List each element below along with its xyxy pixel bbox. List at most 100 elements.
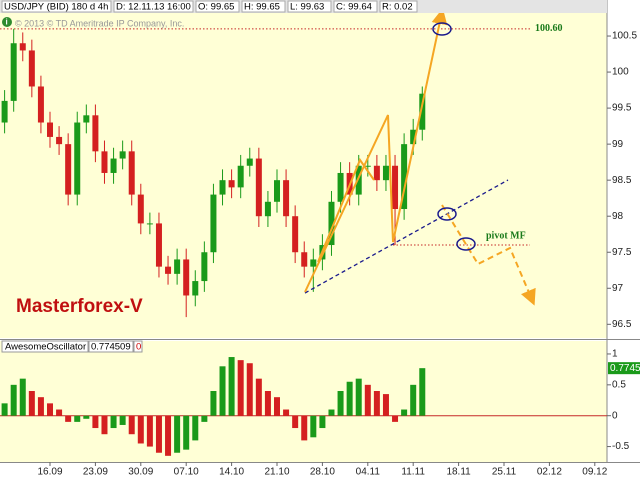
x-tick-label: 07.10 bbox=[174, 467, 199, 478]
oscillator-bar bbox=[319, 415, 326, 429]
header-fields: USD/JPY (BID) 180 d 4h D: 12.11.13 16:00 O… bbox=[1, 0, 418, 13]
circle-mark bbox=[437, 207, 457, 221]
candle-body bbox=[328, 201, 335, 246]
candle-body bbox=[165, 266, 172, 274]
candle-body bbox=[219, 180, 226, 195]
header-field: H: 99.65 bbox=[244, 2, 280, 13]
candle-body bbox=[56, 136, 63, 145]
y-tick-label: 0 bbox=[612, 410, 618, 421]
header-field: USD/JPY (BID) 180 d 4h bbox=[4, 2, 108, 13]
header-field-box bbox=[241, 0, 286, 13]
info-icon-glyph: i bbox=[6, 18, 8, 27]
oscillator-bar bbox=[37, 397, 44, 416]
x-tick-label: 18.11 bbox=[446, 467, 471, 478]
oscillator-bar bbox=[210, 391, 217, 416]
candle-body bbox=[210, 194, 217, 253]
copyright: © 2013 © TD Ameritrade IP Company, Inc. bbox=[15, 18, 184, 28]
oscillator-bar bbox=[56, 409, 63, 416]
candle-body bbox=[192, 281, 199, 296]
candle-body bbox=[246, 158, 253, 166]
oscillator-panel bbox=[0, 341, 607, 462]
oscillator-bar bbox=[228, 357, 235, 416]
candle-body bbox=[101, 151, 108, 173]
oscillator-bar bbox=[137, 415, 144, 444]
info-icon bbox=[2, 17, 12, 27]
oscillator-bar bbox=[146, 415, 153, 447]
osc-title: AwesomeOscillator bbox=[5, 342, 86, 353]
candle-body bbox=[283, 180, 290, 217]
candle-body bbox=[65, 144, 72, 195]
osc-title-box bbox=[1, 340, 89, 353]
wave-path bbox=[304, 8, 448, 293]
oscillator-bar bbox=[74, 415, 81, 422]
oscillator-bar bbox=[301, 415, 308, 441]
osc-value-box bbox=[88, 340, 134, 353]
oscillator-bar bbox=[364, 384, 371, 416]
candle-body bbox=[355, 165, 362, 195]
oscillator-bar bbox=[10, 384, 17, 416]
candle-body bbox=[128, 151, 135, 195]
drawings: pivot MF bbox=[304, 8, 536, 306]
candle-body bbox=[255, 158, 262, 217]
x-tick-label: 23.09 bbox=[83, 467, 108, 478]
oscillator-bar bbox=[419, 368, 426, 416]
oscillator-bar bbox=[155, 415, 162, 453]
oscillator-bar bbox=[237, 360, 244, 416]
osc-extra-box bbox=[133, 340, 143, 353]
oscillator-bar bbox=[355, 378, 362, 416]
y-tick-label: 100 bbox=[612, 67, 629, 78]
candle-body bbox=[364, 165, 371, 167]
x-tick-label: 28.10 bbox=[310, 467, 335, 478]
candle-body bbox=[201, 252, 208, 282]
plot-layer: 100.5 100 99.5 99 98.5 98 97.5 97 96.5 100.60 1 0.5… bbox=[0, 23, 640, 478]
y-tick-label: 96.5 bbox=[612, 319, 632, 330]
right-axis-area bbox=[607, 0, 640, 480]
candle-body bbox=[155, 223, 162, 267]
x-tick-label: 14.10 bbox=[219, 467, 244, 478]
oscillator-bar bbox=[19, 378, 26, 416]
candle-body bbox=[264, 201, 271, 217]
candle-body bbox=[337, 172, 344, 202]
oscillator-bar bbox=[401, 409, 408, 416]
candle-body bbox=[83, 115, 90, 123]
last-value-label: 0.7745 bbox=[610, 363, 640, 374]
header-field: O: 99.65 bbox=[198, 2, 234, 13]
candle-body bbox=[47, 122, 53, 137]
oscillator-bar bbox=[110, 415, 117, 429]
candle-body bbox=[10, 43, 17, 101]
candle-body bbox=[137, 194, 144, 224]
oscillator-bar bbox=[337, 391, 344, 416]
candle-body bbox=[1, 100, 8, 123]
oscillator-bar bbox=[128, 415, 135, 435]
candle-body bbox=[146, 223, 153, 225]
header-field-box bbox=[379, 0, 418, 13]
pivot-label: pivot MF bbox=[486, 230, 526, 241]
candle-body bbox=[174, 259, 181, 274]
header-field-box bbox=[287, 0, 332, 13]
header-field-box bbox=[333, 0, 378, 13]
oscillator-bar bbox=[392, 415, 399, 422]
candle-body bbox=[119, 151, 126, 159]
oscillator-header: AwesomeOscillator 0.774509 0 bbox=[1, 340, 143, 353]
candle-body bbox=[419, 93, 426, 130]
oscillator-bar bbox=[201, 415, 208, 422]
oscillator-bar bbox=[373, 391, 380, 416]
candle-body bbox=[310, 259, 317, 267]
x-tick-label: 09.12 bbox=[582, 467, 607, 478]
oscillator-bar bbox=[101, 415, 108, 435]
oscillator-bar bbox=[219, 366, 226, 416]
watermark: Masterforex-V bbox=[16, 296, 143, 317]
oscillator-bar bbox=[246, 363, 253, 416]
oscillator-bar bbox=[346, 381, 353, 416]
header: USD/JPY (BID) 180 d 4h D: 12.11.13 16:00 O… bbox=[0, 0, 607, 317]
candle-body bbox=[28, 50, 35, 87]
oscillator-bar bbox=[274, 397, 280, 416]
y-tick-label: 97 bbox=[612, 283, 624, 294]
candle-body bbox=[301, 252, 308, 267]
x-tick-label: 02.12 bbox=[537, 467, 562, 478]
oscillator-bar bbox=[47, 403, 53, 416]
x-tick-label: 21.10 bbox=[264, 467, 289, 478]
candle-body bbox=[92, 115, 99, 152]
forecast-path bbox=[441, 204, 536, 306]
